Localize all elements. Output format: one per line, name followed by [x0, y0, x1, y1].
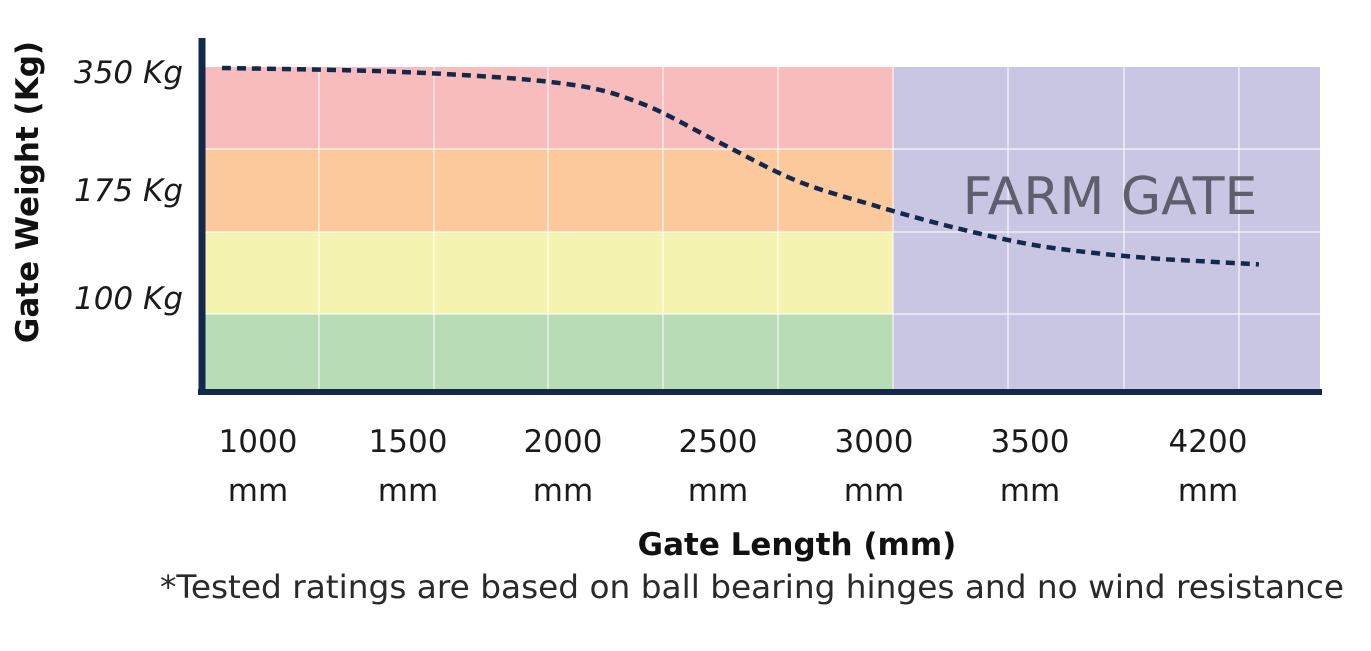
band-175-kg [205, 149, 893, 232]
x-tick-label: 1000 [219, 424, 298, 460]
x-tick-label: 1500 [369, 424, 448, 460]
y-tick-label: 100 Kg [74, 281, 183, 317]
x-tick-unit: mm [228, 473, 288, 509]
farm-gate-region [893, 67, 1320, 389]
x-tick-unit: mm [1000, 473, 1060, 509]
capacity-curve-line [221, 65, 1260, 267]
x-tick-unit: mm [844, 473, 904, 509]
axes [198, 38, 1322, 395]
capacity-curve [221, 65, 1260, 267]
x-tick-label: 2000 [524, 424, 603, 460]
band-350-kg [205, 67, 893, 149]
x-tick-label: 2500 [679, 424, 758, 460]
footnote: *Tested ratings are based on ball bearin… [160, 568, 1344, 606]
x-axis-title: Gate Length (mm) [638, 527, 957, 563]
gridlines [205, 67, 1320, 389]
x-tick-labels: 1000 mm 1500 mm 2000 mm 2500 mm 3000 mm 3500 mm 4200… [219, 424, 1248, 509]
y-tick-labels: 100 Kg 175 Kg 350 Kg [74, 55, 183, 317]
x-tick-unit: mm [533, 473, 593, 509]
band-100-kg [205, 232, 893, 314]
y-tick-label: 350 Kg [74, 55, 183, 91]
x-tick-unit: mm [1178, 473, 1238, 509]
x-tick-unit: mm [688, 473, 748, 509]
x-tick-unit: mm [378, 473, 438, 509]
farm-gate-label: FARM GATE [963, 167, 1258, 227]
weight-bands [205, 67, 893, 389]
band-base [205, 314, 893, 389]
x-tick-label: 3000 [835, 424, 914, 460]
y-axis-title: Gate Weight (Kg) [10, 41, 46, 343]
farm-gate-area [893, 67, 1320, 389]
x-tick-label: 4200 [1169, 424, 1248, 460]
x-tick-label: 3500 [991, 424, 1070, 460]
y-tick-label: 175 Kg [74, 173, 183, 209]
